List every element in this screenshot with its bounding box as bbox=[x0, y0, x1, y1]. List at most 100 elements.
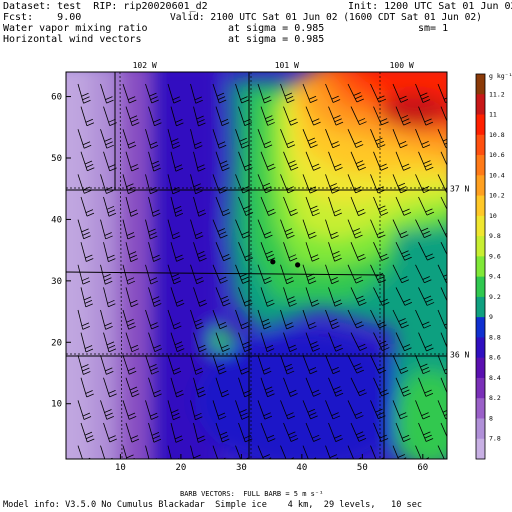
wind-barb bbox=[305, 196, 320, 217]
colorbar-label: 10.2 bbox=[489, 192, 505, 200]
wind-barb bbox=[283, 196, 298, 216]
wind-barb bbox=[125, 196, 139, 217]
wind-barb bbox=[170, 377, 184, 398]
mixing-ratio-field bbox=[66, 72, 447, 459]
y-tick-label: 40 bbox=[51, 215, 62, 225]
station-markers bbox=[270, 259, 301, 268]
wind-barb bbox=[215, 242, 231, 262]
colorbar-label: 9.4 bbox=[489, 273, 501, 281]
wind-barb bbox=[193, 332, 207, 353]
wind-barb bbox=[80, 287, 93, 308]
colorbar-label: 7.8 bbox=[489, 435, 501, 443]
wind-barb bbox=[440, 151, 447, 167]
wind-barb bbox=[350, 287, 367, 306]
colorbar-swatch bbox=[476, 296, 485, 318]
wind-barb bbox=[238, 332, 252, 352]
wind-barb bbox=[347, 445, 362, 459]
wind-barb bbox=[148, 377, 162, 398]
wind-barb bbox=[190, 83, 203, 104]
wind-barb bbox=[103, 196, 117, 217]
wind-barb bbox=[167, 129, 181, 149]
wind-barb bbox=[122, 219, 135, 240]
wind-barb bbox=[280, 400, 296, 420]
colorbar-swatch bbox=[476, 377, 485, 399]
wind-barb bbox=[280, 219, 295, 239]
wind-barb bbox=[100, 400, 114, 420]
wind-barb bbox=[103, 287, 116, 308]
wind-barb bbox=[395, 242, 412, 261]
colorbar-swatch bbox=[476, 155, 485, 176]
wind-barb bbox=[80, 422, 95, 443]
wind-barb bbox=[260, 287, 275, 307]
wind-barb bbox=[235, 129, 250, 149]
county-lines bbox=[66, 72, 447, 459]
field-name-secondary: Horizontal wind vectors bbox=[3, 34, 142, 45]
colorbar-label: 8.8 bbox=[489, 333, 501, 341]
wind-barb bbox=[392, 309, 409, 329]
wind-barb bbox=[77, 264, 91, 285]
wind-barb bbox=[215, 332, 230, 352]
wind-barb bbox=[100, 355, 114, 375]
wind-barb bbox=[395, 151, 411, 171]
smoothing-label: sm= 1 bbox=[418, 23, 449, 34]
wind-barb bbox=[260, 151, 276, 171]
wind-barb bbox=[170, 242, 184, 262]
wind-barb bbox=[328, 377, 344, 397]
longitude-label: 101 W bbox=[275, 61, 299, 70]
wind-barb bbox=[373, 422, 389, 442]
wind-barb bbox=[148, 196, 161, 217]
colorbar-swatch bbox=[476, 256, 485, 278]
wind-barb bbox=[170, 422, 184, 443]
wind-barb bbox=[235, 309, 250, 330]
colorbar-swatch bbox=[476, 114, 485, 136]
wind-barb bbox=[437, 445, 445, 459]
wind-barb bbox=[325, 355, 341, 375]
wind-barb bbox=[167, 445, 180, 459]
wind-barb bbox=[193, 196, 206, 217]
wind-barb bbox=[190, 445, 202, 459]
axis-ticks: 10 20 30 40 50 60 10 20 30 40 50 60 bbox=[51, 93, 428, 473]
wind-barb bbox=[103, 242, 116, 262]
wind-barb bbox=[415, 264, 432, 284]
wind-barb bbox=[325, 309, 340, 330]
wind-barb bbox=[212, 355, 227, 375]
colorbar-swatch bbox=[476, 276, 485, 298]
wind-barb bbox=[148, 332, 162, 352]
wind-barb bbox=[350, 332, 368, 351]
wind-barb bbox=[302, 83, 318, 103]
wind-barb bbox=[370, 129, 386, 149]
colorbar-frame bbox=[475, 73, 486, 460]
wind-barb bbox=[235, 83, 249, 104]
wind-barb bbox=[418, 106, 434, 126]
wind-barb bbox=[212, 400, 227, 420]
wind-barb bbox=[257, 445, 272, 459]
wind-barb bbox=[283, 151, 299, 171]
wind-barb bbox=[212, 264, 228, 284]
wind-barb bbox=[440, 377, 447, 394]
wind-barb bbox=[167, 309, 182, 330]
wind-barb bbox=[145, 309, 159, 330]
wind-barb bbox=[215, 196, 231, 217]
wind-barb bbox=[100, 309, 113, 330]
barb-legend: BARB VECTORS: FULL BARB = 5 m s⁻¹ bbox=[180, 490, 324, 498]
wind-barb bbox=[415, 83, 431, 103]
wind-barb bbox=[235, 445, 249, 459]
wind-barb bbox=[190, 129, 203, 149]
wind-barb bbox=[167, 264, 182, 285]
wind-barb bbox=[395, 287, 413, 306]
wind-barb bbox=[440, 242, 447, 256]
wind-barb bbox=[283, 287, 297, 307]
colorbar-label: 8 bbox=[489, 414, 493, 422]
wind-barb bbox=[418, 151, 434, 171]
wind-barb bbox=[415, 355, 431, 375]
wind-barb bbox=[392, 264, 409, 284]
colorbar-label: 9.2 bbox=[489, 293, 501, 301]
wind-barb bbox=[440, 196, 447, 211]
colorbar-swatch bbox=[476, 398, 485, 419]
wind-barb bbox=[373, 151, 389, 171]
colorbar-label: 8.6 bbox=[489, 354, 501, 362]
wind-barb bbox=[283, 242, 298, 262]
x-tick-label: 10 bbox=[115, 463, 126, 473]
wind-barb bbox=[302, 400, 318, 420]
wind-barb bbox=[167, 400, 181, 421]
